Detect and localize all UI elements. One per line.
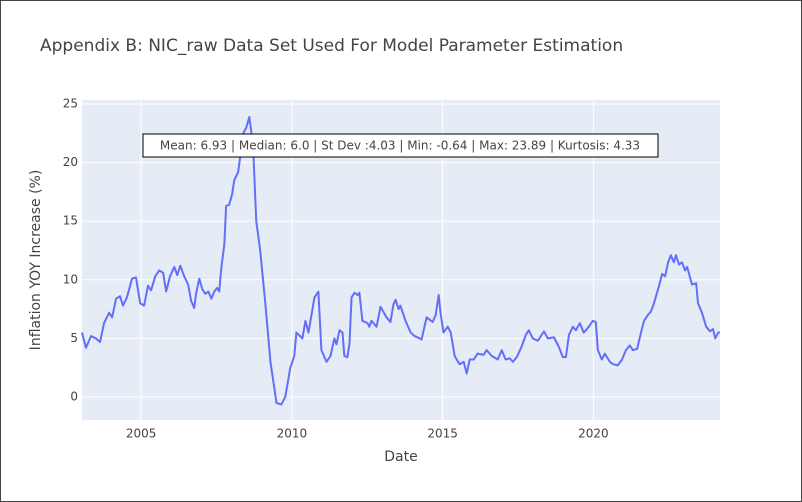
- annotation: Mean: 6.93 | Median: 6.0 | St Dev :4.03 …: [160, 139, 640, 153]
- x-tick-label: 2020: [578, 427, 609, 441]
- chart-title: Appendix B: NIC_raw Data Set Used For Mo…: [40, 36, 623, 56]
- x-tick-label: 2010: [277, 427, 308, 441]
- x-axis-title: Date: [384, 449, 417, 465]
- x-tick-label: 2015: [427, 427, 458, 441]
- y-tick-label: 0: [70, 390, 78, 404]
- line-series: [81, 116, 720, 406]
- y-tick-label: 10: [63, 272, 78, 286]
- y-tick-label: 20: [63, 155, 78, 169]
- annotation-box: [142, 133, 659, 158]
- y-tick-label: 15: [63, 214, 78, 228]
- x-tick-label: 2005: [126, 427, 157, 441]
- y-axis-title: Inflation YOY Increase (%): [28, 170, 44, 351]
- y-tick-label: 5: [70, 331, 78, 345]
- y-tick-label: 25: [63, 96, 78, 110]
